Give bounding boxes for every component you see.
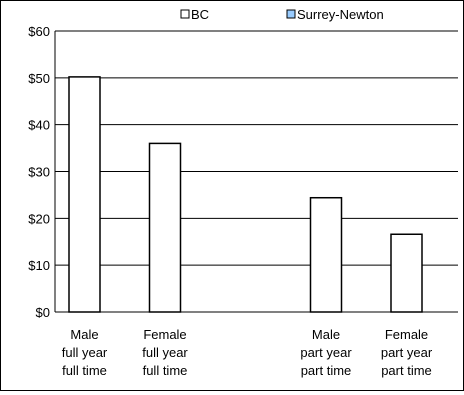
y-tick-label: $0 [36,305,50,320]
bar-bc-2 [309,196,343,313]
x-tick-label-line: part time [381,363,432,378]
x-tick-label: Male full year full time [62,327,108,378]
y-tick-label: $40 [28,118,50,133]
legend: BC Surrey-Newton [180,7,384,22]
y-tick-label: $20 [28,211,50,226]
x-tick-label-line: Female [385,327,428,342]
legend-label: Surrey-Newton [297,7,384,22]
x-tick-label-line: Male [312,327,340,342]
bar-bc-3 [390,233,423,313]
y-tick-label: $10 [28,258,50,273]
bars [68,76,423,313]
y-axis: $0 $10 $20 $30 $40 $50 $60 [28,24,56,320]
legend-swatch-surrey-newton [286,9,296,19]
y-tick-label: $60 [28,24,50,39]
legend-label: BC [191,7,209,22]
x-tick-label-line: part time [301,363,352,378]
x-tick-label-line: part year [381,345,433,360]
x-tick-label-line: Male [70,327,98,342]
x-tick-label-line: full time [143,363,188,378]
legend-swatch-bc [180,9,190,19]
bar-bc-1 [148,142,182,313]
y-tick-label: $30 [28,165,50,180]
bar-bc-0 [68,76,101,313]
x-tick-label: Female part year part time [381,327,433,378]
y-tick-label: $50 [28,71,50,86]
x-tick-label: Female full year full time [142,327,188,378]
x-tick-label-line: Female [143,327,186,342]
x-tick-label-line: full year [62,345,108,360]
x-axis: Male full year full time Female full year ful… [55,311,458,378]
x-tick-label-line: full year [142,345,188,360]
x-tick-label-line: full time [62,363,107,378]
x-tick-label: Male part year part time [300,327,352,378]
x-tick-label-line: part year [300,345,352,360]
gridlines [55,30,458,313]
